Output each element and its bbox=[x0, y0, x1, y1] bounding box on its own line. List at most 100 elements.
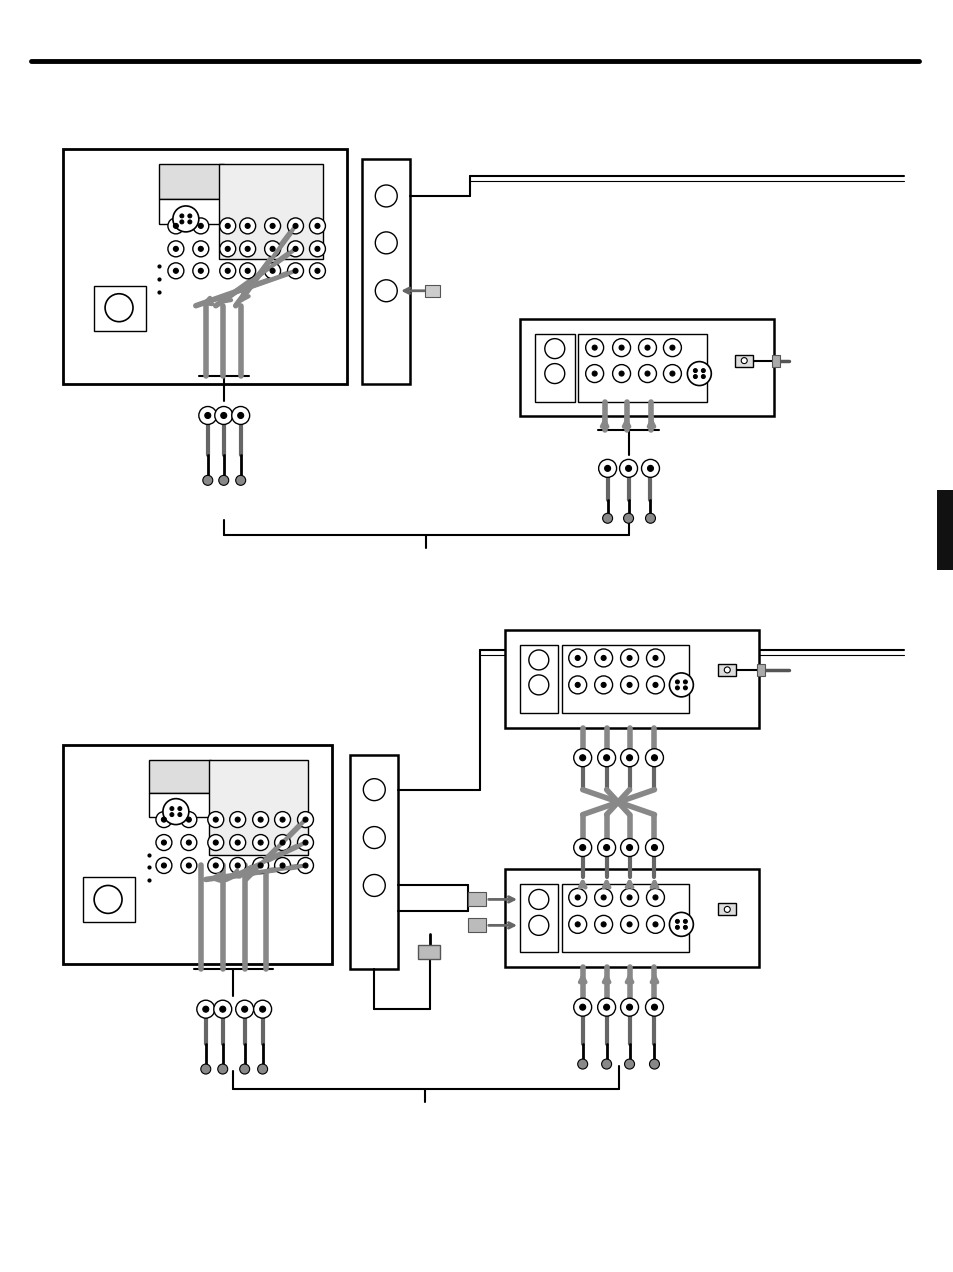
Circle shape bbox=[309, 240, 325, 257]
Circle shape bbox=[700, 374, 704, 379]
Circle shape bbox=[235, 840, 240, 845]
Circle shape bbox=[280, 840, 285, 845]
Circle shape bbox=[180, 220, 184, 224]
Circle shape bbox=[626, 922, 632, 927]
Circle shape bbox=[309, 218, 325, 234]
Circle shape bbox=[168, 263, 184, 279]
Circle shape bbox=[645, 749, 662, 767]
Circle shape bbox=[575, 922, 579, 927]
Circle shape bbox=[594, 916, 612, 934]
Circle shape bbox=[258, 817, 263, 822]
Bar bbox=[535, 333, 574, 402]
Circle shape bbox=[612, 338, 630, 356]
Circle shape bbox=[297, 812, 314, 828]
Circle shape bbox=[620, 838, 638, 856]
Circle shape bbox=[230, 834, 246, 851]
Circle shape bbox=[205, 412, 211, 418]
Circle shape bbox=[693, 369, 697, 373]
Circle shape bbox=[682, 686, 687, 689]
Bar bbox=[417, 945, 439, 959]
Circle shape bbox=[579, 754, 585, 761]
Circle shape bbox=[573, 999, 591, 1016]
Bar bbox=[718, 903, 736, 916]
Circle shape bbox=[620, 888, 638, 907]
Bar bbox=[936, 490, 952, 570]
Circle shape bbox=[682, 681, 687, 684]
Circle shape bbox=[213, 840, 218, 845]
Circle shape bbox=[528, 916, 548, 935]
Bar bbox=[149, 759, 211, 792]
Circle shape bbox=[270, 224, 274, 229]
Circle shape bbox=[675, 681, 679, 684]
Circle shape bbox=[155, 834, 172, 851]
Circle shape bbox=[105, 294, 132, 322]
Circle shape bbox=[644, 345, 649, 350]
Circle shape bbox=[172, 206, 198, 232]
Circle shape bbox=[161, 817, 166, 822]
Circle shape bbox=[651, 1004, 657, 1010]
Circle shape bbox=[198, 224, 203, 229]
Bar bbox=[350, 754, 397, 969]
Circle shape bbox=[188, 220, 192, 224]
Circle shape bbox=[568, 675, 586, 693]
Circle shape bbox=[293, 247, 297, 252]
Circle shape bbox=[280, 862, 285, 868]
Circle shape bbox=[245, 268, 250, 273]
Circle shape bbox=[646, 888, 663, 907]
Circle shape bbox=[274, 812, 291, 828]
Circle shape bbox=[203, 1006, 209, 1013]
Bar bbox=[519, 645, 558, 712]
Circle shape bbox=[573, 749, 591, 767]
Circle shape bbox=[287, 263, 303, 279]
Circle shape bbox=[640, 459, 659, 477]
Circle shape bbox=[270, 247, 274, 252]
Circle shape bbox=[598, 459, 616, 477]
Circle shape bbox=[253, 812, 269, 828]
Circle shape bbox=[181, 857, 196, 874]
Circle shape bbox=[253, 1000, 272, 1018]
Circle shape bbox=[163, 799, 189, 824]
Circle shape bbox=[662, 365, 680, 383]
Circle shape bbox=[568, 916, 586, 934]
Circle shape bbox=[239, 1065, 250, 1074]
Circle shape bbox=[618, 459, 637, 477]
Circle shape bbox=[600, 682, 605, 687]
Circle shape bbox=[618, 345, 623, 350]
Circle shape bbox=[186, 862, 192, 868]
Circle shape bbox=[168, 218, 184, 234]
Circle shape bbox=[651, 845, 657, 851]
Circle shape bbox=[245, 247, 250, 252]
Circle shape bbox=[293, 224, 297, 229]
Circle shape bbox=[219, 263, 235, 279]
Circle shape bbox=[675, 686, 679, 689]
Circle shape bbox=[259, 1006, 265, 1013]
Circle shape bbox=[647, 466, 653, 472]
Circle shape bbox=[620, 916, 638, 934]
Circle shape bbox=[620, 749, 638, 767]
Circle shape bbox=[575, 682, 579, 687]
Circle shape bbox=[239, 240, 255, 257]
Circle shape bbox=[594, 888, 612, 907]
Circle shape bbox=[303, 817, 308, 822]
Circle shape bbox=[363, 874, 385, 897]
Circle shape bbox=[196, 1000, 214, 1018]
Circle shape bbox=[219, 218, 235, 234]
Circle shape bbox=[203, 476, 213, 486]
Circle shape bbox=[662, 338, 680, 356]
Circle shape bbox=[225, 268, 230, 273]
Circle shape bbox=[193, 263, 209, 279]
Circle shape bbox=[258, 840, 263, 845]
Circle shape bbox=[168, 240, 184, 257]
Circle shape bbox=[626, 754, 632, 761]
Circle shape bbox=[579, 845, 585, 851]
Circle shape bbox=[193, 218, 209, 234]
Bar bbox=[771, 355, 780, 366]
Bar bbox=[83, 878, 135, 922]
Circle shape bbox=[177, 813, 182, 817]
Circle shape bbox=[620, 649, 638, 667]
Circle shape bbox=[198, 247, 203, 252]
Circle shape bbox=[188, 214, 192, 218]
Circle shape bbox=[626, 895, 632, 899]
Circle shape bbox=[230, 857, 246, 874]
Circle shape bbox=[575, 895, 579, 899]
